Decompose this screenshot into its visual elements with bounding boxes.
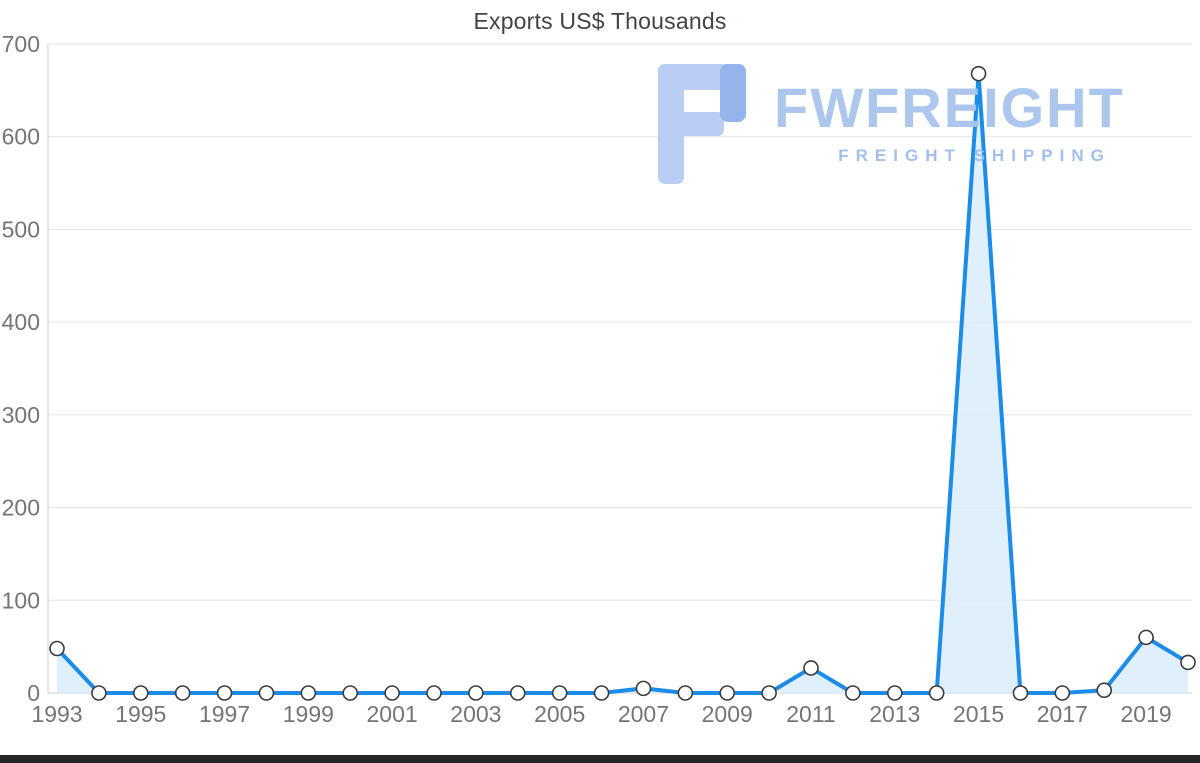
x-axis-tick-label: 2009 [702, 701, 753, 727]
data-point-marker[interactable] [174, 685, 191, 701]
data-point-marker[interactable] [384, 685, 400, 701]
data-point-marker[interactable] [928, 685, 945, 701]
y-axis-tick-label: 500 [2, 216, 40, 242]
x-axis-tick-label: 2013 [869, 701, 920, 727]
data-point-marker[interactable] [1054, 685, 1071, 701]
data-point-marker[interactable] [342, 685, 359, 701]
data-point-marker[interactable] [91, 685, 107, 701]
data-point-marker[interactable] [635, 680, 652, 697]
data-point-marker[interactable] [426, 685, 442, 701]
data-point-marker[interactable] [1096, 682, 1113, 699]
data-point-marker[interactable] [132, 685, 149, 701]
x-axis-tick-label: 2003 [450, 701, 501, 727]
x-axis-tick-label: 2005 [534, 701, 585, 727]
y-axis-tick-label: 300 [2, 402, 40, 428]
data-point-marker[interactable] [845, 685, 861, 701]
y-axis-tick-label: 700 [2, 31, 40, 57]
data-point-marker[interactable] [593, 685, 610, 701]
data-point-marker[interactable] [886, 685, 903, 701]
data-point-marker[interactable] [468, 685, 484, 701]
series-area-fill [57, 73, 1188, 693]
data-point-marker[interactable] [803, 660, 819, 676]
x-axis-tick-label: 2011 [786, 701, 835, 727]
x-axis-tick-label: 2017 [1037, 701, 1088, 727]
data-point-marker[interactable] [1012, 685, 1029, 701]
y-axis-tick-label: 600 [2, 124, 40, 150]
x-axis-tick-label: 1997 [199, 701, 250, 727]
series-line [55, 71, 1190, 695]
y-axis-tick-label: 200 [2, 495, 40, 521]
x-axis-tick-label: 2019 [1121, 701, 1172, 727]
data-point-marker[interactable] [719, 685, 736, 701]
x-axis-tick-label: 1999 [283, 701, 334, 727]
data-point-marker[interactable] [1138, 629, 1154, 646]
y-axis-tick-label: 0 [27, 680, 40, 706]
data-point-marker[interactable] [551, 685, 568, 701]
x-axis-tick-label: 2015 [953, 701, 1004, 727]
data-point-marker[interactable] [258, 685, 275, 701]
x-axis-tick-label: 2007 [618, 701, 669, 727]
chart-title: Exports US$ Thousands [473, 8, 727, 34]
data-point-marker[interactable] [509, 685, 526, 701]
data-point-marker[interactable] [216, 685, 233, 701]
data-point-marker[interactable] [1180, 654, 1196, 671]
data-point-marker[interactable] [677, 685, 694, 701]
x-axis-tick-label: 2001 [367, 701, 418, 727]
bottom-bar [0, 755, 1200, 763]
y-axis-tick-label: 400 [2, 309, 40, 335]
data-point-marker[interactable] [761, 685, 777, 701]
data-point-marker[interactable] [300, 685, 317, 701]
x-axis-tick-label: 1993 [31, 701, 82, 727]
data-point-marker[interactable] [49, 640, 65, 657]
x-axis-tick-label: 1995 [115, 701, 166, 727]
y-axis-tick-label: 100 [2, 587, 40, 613]
data-point-marker[interactable] [970, 65, 987, 82]
